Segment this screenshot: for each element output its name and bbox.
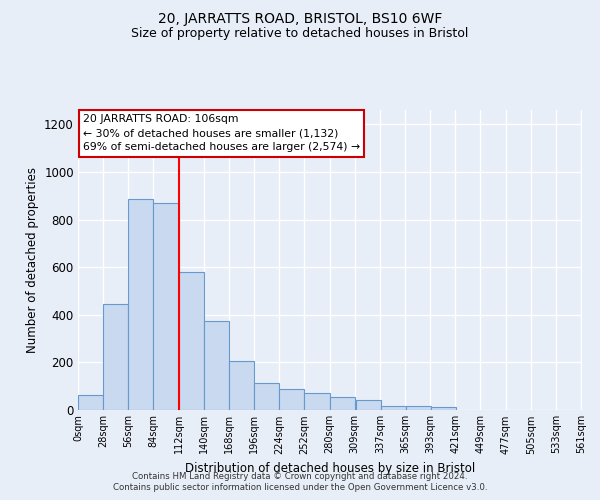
Bar xyxy=(356,400,381,410)
Bar xyxy=(128,200,154,410)
Bar xyxy=(103,304,128,410)
Bar xyxy=(204,320,229,410)
Text: Contains public sector information licensed under the Open Government Licence v3: Contains public sector information licen… xyxy=(113,484,487,492)
Bar xyxy=(406,406,431,410)
Bar xyxy=(279,388,304,410)
Text: 20 JARRATTS ROAD: 106sqm
← 30% of detached houses are smaller (1,132)
69% of sem: 20 JARRATTS ROAD: 106sqm ← 30% of detach… xyxy=(83,114,360,152)
Bar xyxy=(431,407,456,410)
Text: Size of property relative to detached houses in Bristol: Size of property relative to detached ho… xyxy=(131,28,469,40)
Text: Contains HM Land Registry data © Crown copyright and database right 2024.: Contains HM Land Registry data © Crown c… xyxy=(132,472,468,481)
Bar xyxy=(254,382,279,410)
Bar xyxy=(179,272,204,410)
Y-axis label: Number of detached properties: Number of detached properties xyxy=(26,167,38,353)
Text: 20, JARRATTS ROAD, BRISTOL, BS10 6WF: 20, JARRATTS ROAD, BRISTOL, BS10 6WF xyxy=(158,12,442,26)
Bar xyxy=(304,394,329,410)
Bar xyxy=(329,397,355,410)
X-axis label: Distribution of detached houses by size in Bristol: Distribution of detached houses by size … xyxy=(185,462,475,475)
Bar xyxy=(381,406,406,410)
Bar xyxy=(78,394,103,410)
Bar xyxy=(229,361,254,410)
Bar xyxy=(154,203,179,410)
